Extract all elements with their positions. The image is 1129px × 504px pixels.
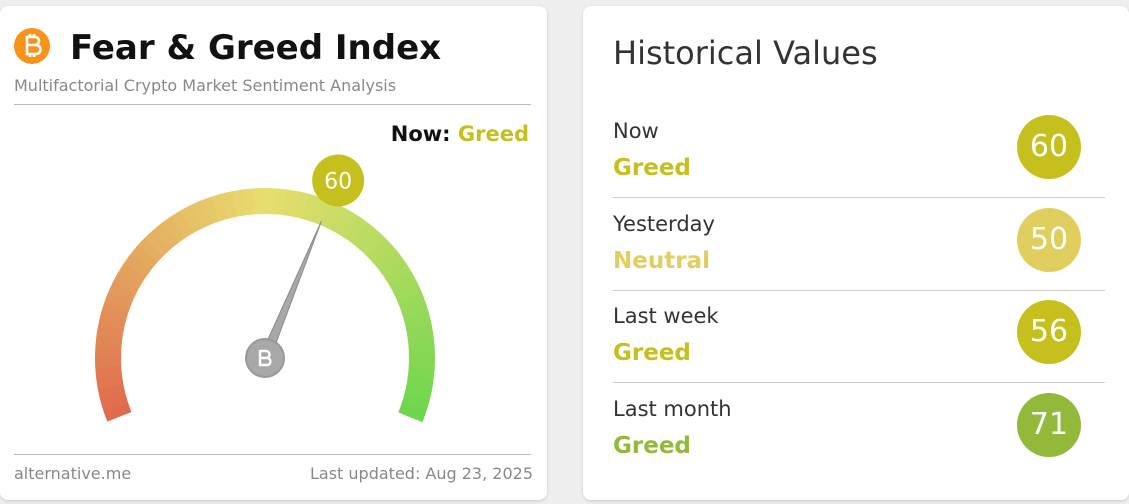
gauge-arc xyxy=(274,188,288,216)
row-label: Now xyxy=(613,119,659,143)
gauge-arc xyxy=(372,245,400,271)
gauge-arc xyxy=(180,205,203,234)
gauge-arc xyxy=(328,205,351,234)
row-label: Yesterday xyxy=(613,211,715,236)
value-badge-text: 60 xyxy=(324,169,352,194)
divider xyxy=(14,454,531,455)
gauge-arc xyxy=(406,323,434,339)
gauge-arc xyxy=(397,292,426,312)
row-classification: Greed xyxy=(613,155,691,181)
gauge-arc xyxy=(101,301,130,321)
gauge-arc xyxy=(319,200,341,229)
gauge-arc xyxy=(401,302,430,321)
title: Fear & Greed Index xyxy=(70,28,442,68)
gauge-arc xyxy=(95,365,123,379)
row-value: 60 xyxy=(1017,115,1081,179)
history-row: Last month Greed 71 xyxy=(613,383,1105,475)
gauge-arc xyxy=(283,189,299,217)
gauge-arc xyxy=(96,323,125,339)
gauge-arc xyxy=(406,375,434,391)
row-value: 71 xyxy=(1017,392,1081,457)
gauge-arc xyxy=(104,291,133,312)
divider xyxy=(14,104,531,105)
gauge-arc xyxy=(145,229,171,256)
gauge-arc xyxy=(153,222,179,250)
row-classification: Neutral xyxy=(613,247,710,274)
gauge: 60 xyxy=(95,154,435,423)
gauge-arc xyxy=(231,189,247,217)
gauge-arc xyxy=(403,313,432,330)
bitcoin-icon xyxy=(14,28,50,64)
gauge-arc xyxy=(97,384,126,401)
gauge-arc xyxy=(118,262,146,286)
gauge-arc xyxy=(336,210,360,239)
history-row: Last week Greed 56 xyxy=(613,290,1105,383)
gauge-arc xyxy=(100,393,129,412)
gauge-arc xyxy=(359,229,386,257)
gauge-arc xyxy=(393,282,422,303)
hub-icon xyxy=(258,349,272,367)
now-classification: Greed xyxy=(457,122,529,146)
gauge-arc xyxy=(302,193,320,222)
gauge-arc xyxy=(103,402,132,422)
row-label: Last week xyxy=(613,304,719,328)
row-classification: Greed xyxy=(613,432,691,459)
value-badge xyxy=(312,154,365,207)
gauge-arc xyxy=(98,312,127,330)
subtitle: Multifactorial Crypto Market Sentiment A… xyxy=(14,76,397,95)
gauge-arc xyxy=(407,334,435,349)
row-classification: Greed xyxy=(613,340,691,366)
gauge-arc xyxy=(108,281,137,303)
index-card: Fear & Greed Index Multifactorial Crypto… xyxy=(0,6,547,500)
gauge-arc xyxy=(112,271,141,294)
gauge-arc xyxy=(366,237,393,264)
gauge-arc xyxy=(210,193,229,222)
row-value: 56 xyxy=(1017,300,1081,364)
gauge-arc xyxy=(242,188,257,216)
now-label: Now: xyxy=(390,122,451,146)
last-updated: Last updated: Aug 23, 2025 xyxy=(310,464,533,483)
history-row: Now Greed 60 xyxy=(613,105,1105,198)
gauge-arc xyxy=(221,191,238,219)
now-status: Now: Greed xyxy=(391,122,529,146)
gauge-arc xyxy=(404,384,432,402)
gauge-arc xyxy=(130,245,158,270)
gauge-arc xyxy=(190,200,211,229)
gauge-arc xyxy=(344,216,369,244)
history-title: Historical Values xyxy=(613,34,878,72)
gauge-arc xyxy=(401,394,430,412)
gauge-arc xyxy=(170,210,194,239)
gauge-arc xyxy=(95,334,123,348)
gauge-arc xyxy=(378,253,407,278)
gauge-arc xyxy=(384,262,413,286)
gauge-arc xyxy=(398,403,427,423)
gauge-arc xyxy=(310,196,331,226)
source: alternative.me xyxy=(14,464,132,483)
gauge-arc xyxy=(96,375,124,390)
history-row: Yesterday Neutral 50 xyxy=(613,198,1105,291)
gauge-arc xyxy=(407,366,435,380)
row-label: Last month xyxy=(613,396,732,421)
gauge-arc xyxy=(292,191,310,220)
gauge-arc xyxy=(161,216,186,244)
gauge-arc xyxy=(200,196,220,225)
history-card: Historical Values Now Greed 60 Yesterday Neu… xyxy=(583,6,1129,500)
gauge-arc xyxy=(124,253,152,278)
gauge-arc xyxy=(389,272,418,295)
gauge-arc xyxy=(137,236,164,263)
row-value: 50 xyxy=(1017,207,1081,272)
gauge-arc xyxy=(352,222,378,250)
